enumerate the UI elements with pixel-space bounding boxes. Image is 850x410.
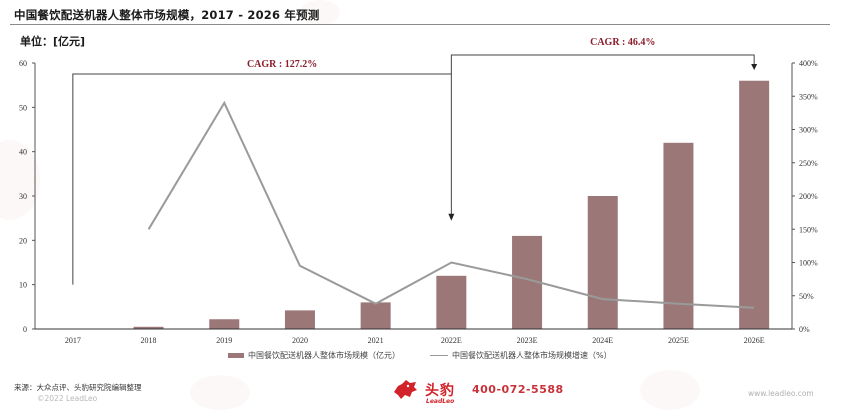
y-tick-label-left: 50: [19, 103, 27, 112]
bar-2021: [360, 302, 391, 329]
cagr-bracket-left: [72, 73, 452, 285]
legend-line: 中国餐饮配送机器人整体市场规模增速（%）: [430, 350, 612, 361]
cagr-label-right: CAGR : 46.4%: [590, 37, 655, 48]
leopard-logo-icon: [394, 380, 417, 399]
title-divider: [10, 24, 830, 25]
bar-2019: [209, 319, 240, 329]
bar-2018: [133, 326, 164, 329]
y-tick-label-left: 30: [19, 192, 27, 201]
bar-2022E: [436, 275, 467, 329]
x-tick-label: 2021: [368, 336, 384, 345]
bar-2026E: [739, 80, 770, 329]
x-tick-label: 2024E: [592, 336, 613, 345]
unit-label: 单位：[亿元]: [20, 35, 86, 48]
x-tick-label: 2025E: [668, 336, 689, 345]
y-tick-label-right: 100%: [799, 259, 818, 268]
brand-logo-cn: 头豹: [425, 383, 455, 399]
chart-area: 0 10 20 30 40 50 60 0% 50% 100% 150% 200% 250% 300% 35…: [19, 37, 818, 345]
legend-bar-swatch: [228, 353, 244, 358]
watermark: [300, 0, 340, 25]
website: www.leadleo.com: [748, 389, 814, 398]
watermark: [640, 370, 700, 410]
legend-bar-label: 中国餐饮配送机器人整体市场规模（亿元）: [248, 351, 400, 360]
y-tick-label-right: 400%: [799, 59, 818, 68]
y-tick-label-left: 20: [19, 236, 27, 245]
y-tick-label-right: 200%: [799, 192, 818, 201]
x-tick-label: 2022E: [441, 336, 462, 345]
bar-2024E: [587, 196, 618, 329]
y-tick-label-right: 0%: [799, 325, 810, 334]
arrow-down-icon: [751, 64, 758, 70]
brand-logo-en: LeadLeo: [426, 398, 455, 405]
chart-title: 中国餐饮配送机器人整体市场规模，2017 - 2026 年预测: [14, 8, 320, 22]
x-tick-label: 2023E: [517, 336, 538, 345]
y-tick-label-left: 60: [19, 59, 27, 68]
watermark: [190, 375, 250, 410]
cagr-label-left: CAGR : 127.2%: [247, 59, 317, 70]
x-tick-label: 2017: [65, 336, 81, 345]
arrow-down-icon: [448, 213, 455, 221]
growth-line: [147, 100, 755, 309]
y-tick-label-left: 40: [19, 148, 27, 157]
y-tick-label-right: 350%: [799, 92, 818, 101]
y-tick-label-right: 150%: [799, 225, 818, 234]
y-tick-label-left: 0: [23, 325, 27, 334]
y-tick-label-right: 50%: [799, 292, 814, 301]
phone-number: 400-072-5588: [472, 383, 564, 396]
legend-line-label: 中国餐饮配送机器人整体市场规模增速（%）: [452, 351, 612, 360]
x-tick-label: 2018: [141, 336, 157, 345]
legend-line-swatch: [430, 354, 448, 357]
x-tick-label: 2019: [216, 336, 232, 345]
y-tick-label-right: 300%: [799, 126, 818, 135]
y-tick-label-right: 250%: [799, 159, 818, 168]
x-tick-label: 2020: [292, 336, 308, 345]
x-tick-label: 2026E: [744, 336, 765, 345]
bar-2025E: [663, 142, 694, 329]
legend-bar: 中国餐饮配送机器人整体市场规模（亿元）: [228, 350, 400, 361]
source-note: 来源：大众点评、头豹研究院编辑整理: [14, 383, 142, 392]
copyright: ©2022 LeadLeo: [37, 394, 98, 403]
cagr-bracket-right: [450, 54, 755, 74]
y-tick-label-left: 10: [19, 281, 27, 290]
bar-2020: [284, 310, 315, 329]
